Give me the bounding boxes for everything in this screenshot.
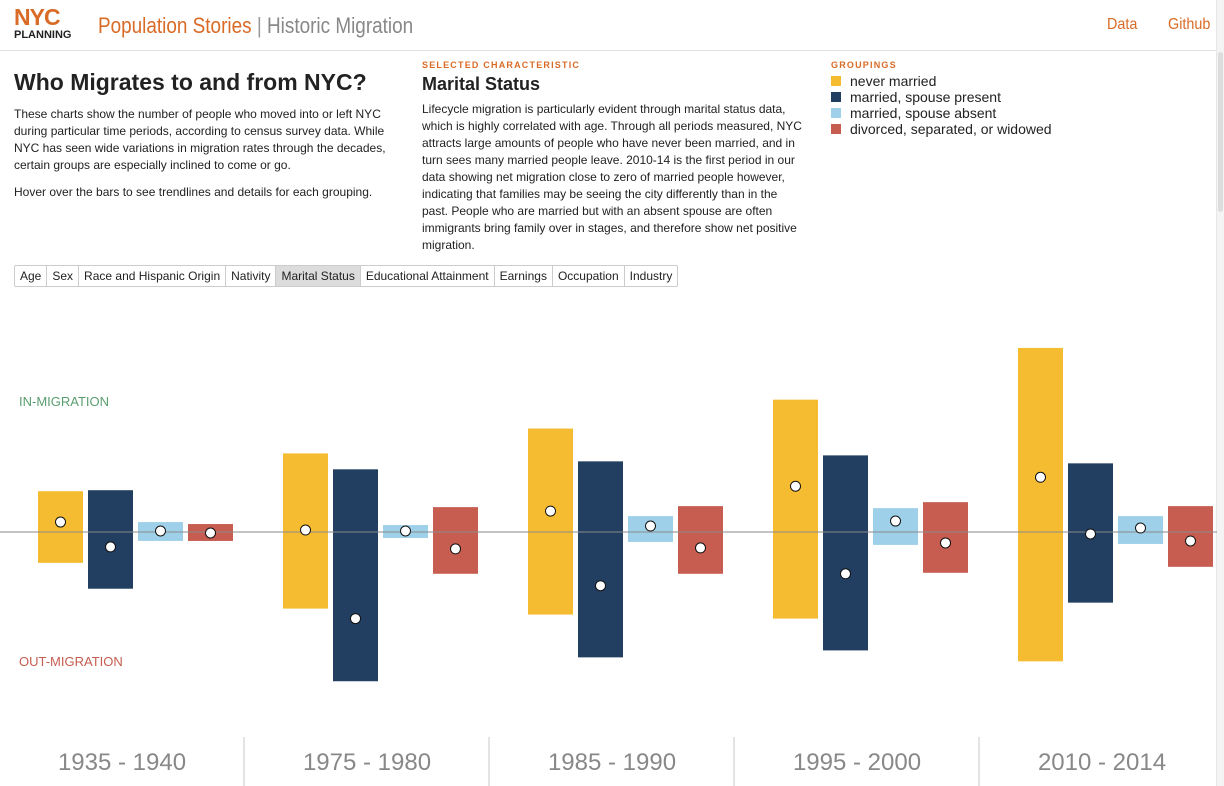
- groupings-kicker: GROUPINGS: [831, 60, 897, 70]
- period-label: 1985 - 1990: [548, 749, 676, 776]
- net-dot-never-married-0[interactable]: [55, 516, 66, 528]
- tab-industry[interactable]: Industry: [624, 266, 678, 286]
- nyc-logo[interactable]: NYC: [14, 4, 61, 30]
- net-dots-layer: [55, 471, 1196, 625]
- characteristic-tabs: Age Sex Race and Hispanic Origin Nativit…: [14, 265, 679, 287]
- net-dot-never-married-3[interactable]: [790, 480, 801, 492]
- net-dot-married-spouse-present-0[interactable]: [105, 541, 116, 553]
- legend-swatch: [831, 92, 841, 102]
- legend-label: divorced, separated, or widowed: [850, 121, 1052, 137]
- net-dot-married-spouse-present-4[interactable]: [1085, 528, 1096, 540]
- scrollbar-thumb[interactable]: [1218, 52, 1223, 212]
- selected-characteristic-description: Lifecycle migration is particularly evid…: [422, 102, 802, 252]
- legend-swatch: [831, 108, 841, 118]
- legend-label: married, spouse absent: [850, 105, 997, 121]
- period-labels-layer: 1935 - 1940 1975 - 1980 1985 - 1990 1995 - …: [58, 737, 1166, 786]
- net-dot-never-married-2[interactable]: [545, 505, 556, 517]
- tab-nativity[interactable]: Nativity: [226, 266, 277, 286]
- period-label: 1995 - 2000: [793, 749, 921, 776]
- in-migration-label: IN-MIGRATION: [19, 394, 109, 409]
- selected-characteristic-kicker: SELECTED CHARACTERISTIC: [422, 60, 581, 70]
- bar-married-spouse-present-2[interactable]: [578, 461, 623, 658]
- period-label: 2010 - 2014: [1038, 749, 1166, 776]
- tab-educational-attainment[interactable]: Educational Attainment: [360, 266, 495, 286]
- net-dot-married-spouse-present-3[interactable]: [840, 568, 851, 580]
- net-dot-never-married-1[interactable]: [300, 524, 311, 536]
- app-name: Population Stories: [98, 13, 252, 38]
- legend-swatch: [831, 76, 841, 86]
- net-dot-never-married-4[interactable]: [1035, 471, 1046, 483]
- legend-label: never married: [850, 73, 937, 89]
- net-dot-divorced-separated-or-widowed-1[interactable]: [450, 543, 461, 555]
- bar-never-married-3[interactable]: [773, 399, 818, 619]
- tab-occupation[interactable]: Occupation: [552, 266, 625, 286]
- tab-sex[interactable]: Sex: [47, 266, 80, 286]
- intro-paragraph: These charts show the number of people w…: [14, 107, 386, 172]
- period-label: 1975 - 1980: [303, 749, 431, 776]
- migration-chart: IN-MIGRATION OUT-MIGRATION 1935 - 1940 19…: [0, 347, 1217, 786]
- legend-swatch: [831, 124, 841, 134]
- nav-github-link[interactable]: Github: [1168, 16, 1211, 33]
- net-dot-married-spouse-absent-0[interactable]: [155, 525, 166, 537]
- bar-never-married-2[interactable]: [528, 428, 573, 615]
- bar-divorced-separated-or-widowed-2[interactable]: [678, 506, 723, 574]
- bar-married-spouse-present-3[interactable]: [823, 455, 868, 651]
- net-dot-married-spouse-present-1[interactable]: [350, 613, 361, 625]
- legend-label: married, spouse present: [850, 89, 1001, 105]
- net-dot-married-spouse-absent-4[interactable]: [1135, 522, 1146, 534]
- selected-characteristic-title: Marital Status: [422, 74, 541, 94]
- tab-marital-status[interactable]: Marital Status: [276, 266, 361, 286]
- app-title: Population Stories | Historic Migration: [98, 13, 413, 39]
- nav-data-link[interactable]: Data: [1107, 16, 1138, 33]
- net-dot-divorced-separated-or-widowed-0[interactable]: [205, 527, 216, 539]
- bar-married-spouse-present-1[interactable]: [333, 469, 378, 682]
- net-dot-divorced-separated-or-widowed-4[interactable]: [1185, 535, 1196, 547]
- page-scrollbar[interactable]: [1216, 0, 1224, 786]
- page-title: Who Migrates to and from NYC?: [14, 69, 367, 95]
- top-header: NYC PLANNING Population Stories | Histor…: [0, 0, 1224, 51]
- out-migration-label: OUT-MIGRATION: [19, 654, 123, 669]
- tab-earnings[interactable]: Earnings: [494, 266, 553, 286]
- net-dot-married-spouse-absent-3[interactable]: [890, 515, 901, 527]
- title-separator: |: [256, 13, 262, 38]
- app-subtitle: Historic Migration: [267, 13, 414, 38]
- bar-never-married-4[interactable]: [1018, 347, 1063, 662]
- bars-layer: [38, 347, 1213, 682]
- net-dot-divorced-separated-or-widowed-3[interactable]: [940, 537, 951, 549]
- net-dot-married-spouse-absent-1[interactable]: [400, 525, 411, 537]
- net-dot-married-spouse-present-2[interactable]: [595, 580, 606, 592]
- net-dot-married-spouse-absent-2[interactable]: [645, 520, 656, 532]
- tab-age[interactable]: Age: [15, 266, 48, 286]
- bar-divorced-separated-or-widowed-1[interactable]: [433, 507, 478, 574]
- tab-race-hispanic-origin[interactable]: Race and Hispanic Origin: [79, 266, 227, 286]
- net-dot-divorced-separated-or-widowed-2[interactable]: [695, 542, 706, 554]
- bar-married-spouse-present-0[interactable]: [88, 490, 133, 589]
- period-label: 1935 - 1940: [58, 749, 186, 776]
- planning-logo-text[interactable]: PLANNING: [14, 29, 72, 41]
- hover-hint: Hover over the bars to see trendlines an…: [14, 185, 373, 199]
